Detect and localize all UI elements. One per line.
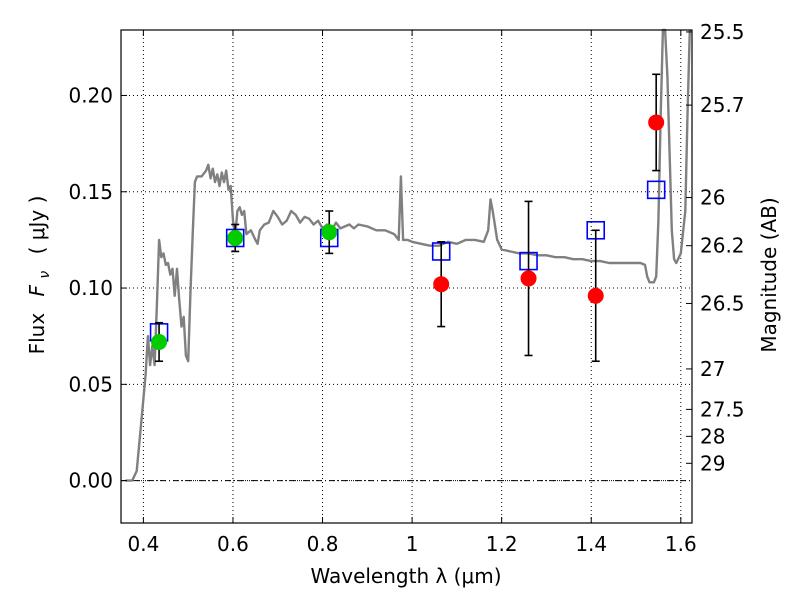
y-tick-label: 0.15 — [68, 180, 113, 204]
magnitude-tick-label: 26.2 — [700, 234, 745, 258]
green-data-point — [321, 224, 338, 241]
right-axis-label: Magnitude (AB) — [757, 197, 781, 352]
x-axis-ticks: 0.4 0.6 0.8 1 1.2 1.4 1.6 — [127, 30, 697, 556]
magnitude-tick-label: 25.7 — [700, 93, 745, 117]
square-marker — [646, 180, 666, 200]
x-tick-label: 1 — [406, 532, 419, 556]
magnitude-tick-label: 26 — [700, 186, 725, 210]
red-data-point — [587, 287, 604, 304]
x-tick-label: 1.6 — [665, 532, 697, 556]
magnitude-axis-ticks: 25.5 25.7 26 26.2 26.5 27 27.5 28 29 — [686, 20, 745, 475]
x-tick-label: 0.4 — [127, 532, 159, 556]
magnitude-tick-label: 25.5 — [700, 20, 745, 44]
red-data-point — [648, 114, 665, 131]
y-axis-label-subscript: ν — [37, 271, 53, 279]
red-data-point — [520, 270, 537, 287]
plot-frame — [120, 29, 693, 524]
photometry-points — [149, 73, 666, 363]
magnitude-tick-label: 27 — [700, 357, 725, 381]
x-axis-label: Wavelength λ (μm) — [310, 564, 501, 588]
y-axis-label-prefix: Flux — [25, 313, 49, 355]
x-tick-label: 1.4 — [575, 532, 607, 556]
model-spectrum-line — [125, 28, 691, 482]
green-data-point — [151, 333, 168, 350]
y-tick-label: 0.00 — [68, 469, 113, 493]
y-axis-label-unit: ( μJy ) — [25, 196, 49, 255]
magnitude-tick-label: 26.5 — [700, 291, 745, 315]
green-data-point — [227, 229, 244, 246]
axes-frame — [120, 29, 693, 524]
red-data-point — [433, 276, 450, 293]
y-axis-ticks: 0.00 0.05 0.10 0.15 0.20 — [68, 83, 127, 493]
magnitude-tick-label: 27.5 — [700, 397, 745, 421]
x-tick-label: 1.2 — [486, 532, 518, 556]
y-axis-label: Flux F ν ( μJy ) — [25, 196, 54, 355]
y-tick-label: 0.05 — [68, 372, 113, 396]
magnitude-tick-label: 28 — [700, 424, 725, 448]
magnitude-tick-label: 29 — [700, 451, 725, 475]
y-axis-label-symbol: F — [25, 284, 49, 296]
y-tick-label: 0.10 — [68, 276, 113, 300]
x-tick-label: 0.6 — [217, 532, 249, 556]
x-tick-label: 0.8 — [307, 532, 339, 556]
y-tick-label: 0.20 — [68, 83, 113, 107]
model-spectrum — [125, 28, 691, 482]
